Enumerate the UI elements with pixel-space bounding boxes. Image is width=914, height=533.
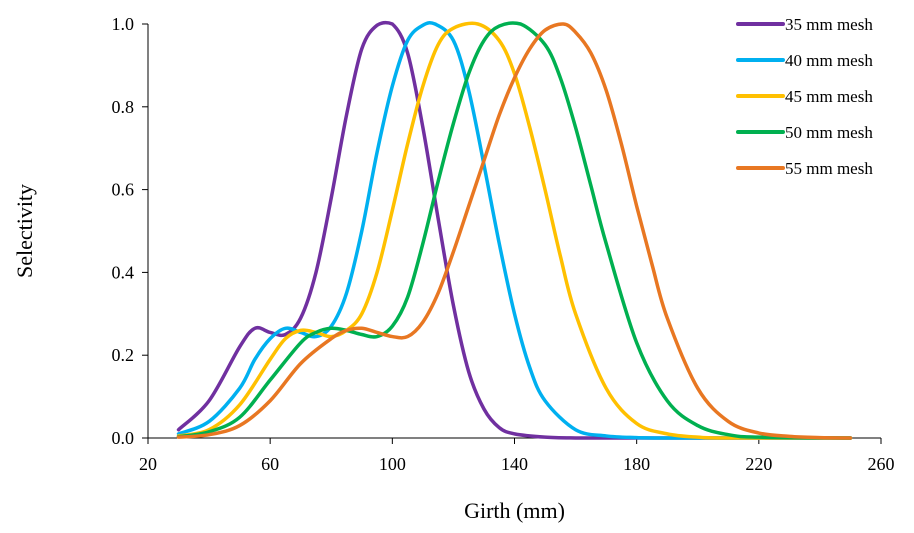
x-tick-label: 260 [868, 454, 895, 474]
x-tick-label: 180 [623, 454, 650, 474]
legend-label: 50 mm mesh [785, 123, 873, 142]
legend: 35 mm mesh 40 mm mesh 45 mm mesh 50 mm mesh… [736, 15, 873, 178]
y-tick-label: 0.8 [112, 97, 135, 117]
y-tick-label: 1.0 [112, 14, 135, 34]
y-axis-title: Selectivity [12, 184, 37, 278]
legend-label: 45 mm mesh [785, 87, 873, 106]
x-tick-label: 60 [261, 454, 279, 474]
series-line-40-mm-mesh [176, 21, 853, 440]
y-tick-label: 0.2 [112, 345, 135, 365]
series-line-35-mm-mesh [176, 20, 853, 440]
series-line-45-mm-mesh [176, 21, 853, 440]
legend-label: 35 mm mesh [785, 15, 873, 34]
plot-area: 20 60 100 140 180 220 260 0.0 0.2 0.4 0.6 0.8 1.0 [112, 14, 895, 474]
series-line-55-mm-mesh [176, 22, 853, 440]
x-tick-label: 100 [379, 454, 406, 474]
series-line-50-mm-mesh [176, 21, 853, 440]
x-tick-label: 220 [745, 454, 772, 474]
x-ticks: 20 60 100 140 180 220 260 [139, 438, 895, 474]
legend-label: 55 mm mesh [785, 159, 873, 178]
y-tick-label: 0.0 [112, 428, 135, 448]
x-tick-label: 140 [501, 454, 528, 474]
series-group [176, 20, 853, 440]
x-tick-label: 20 [139, 454, 157, 474]
y-tick-label: 0.6 [112, 180, 135, 200]
y-tick-label: 0.4 [112, 262, 135, 282]
x-axis-title: Girth (mm) [464, 498, 565, 523]
legend-label: 40 mm mesh [785, 51, 873, 70]
y-ticks: 0.0 0.2 0.4 0.6 0.8 1.0 [112, 14, 148, 448]
